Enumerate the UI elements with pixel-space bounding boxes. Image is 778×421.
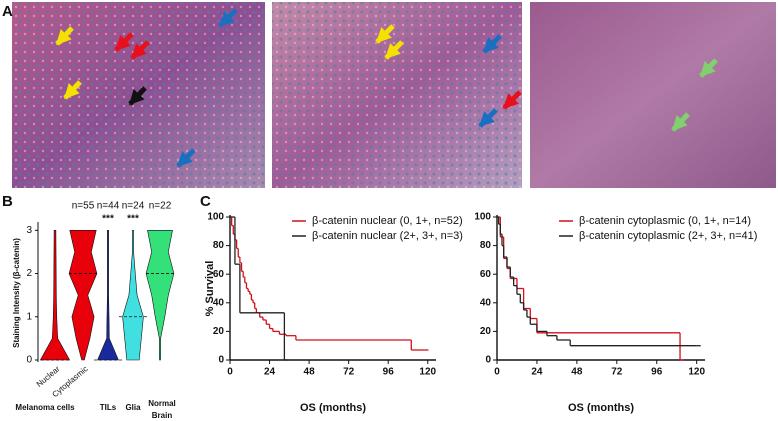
x-tick-label: 24	[264, 367, 276, 378]
arrow	[114, 32, 134, 52]
violin	[68, 230, 98, 361]
panel-label: A	[2, 3, 13, 20]
y-tick-label: 3	[26, 225, 32, 236]
significance: ***	[127, 214, 139, 225]
n-label: n=22	[149, 201, 172, 212]
micrograph-texture	[272, 2, 522, 188]
x-tick-label: 0	[227, 367, 233, 378]
x-tick-label: 48	[571, 367, 583, 378]
x-tick-label: 72	[611, 367, 623, 378]
significance: ***	[102, 214, 114, 225]
y-tick-label: 80	[480, 240, 492, 251]
arrow	[699, 58, 718, 78]
arrow	[63, 80, 82, 100]
y-tick-label: 0	[218, 355, 224, 366]
x-tick-label: 0	[494, 367, 500, 378]
arrow	[130, 40, 150, 60]
group-label: Glia	[125, 403, 141, 412]
arrow	[502, 90, 522, 110]
arrow	[176, 148, 196, 168]
micrographs	[12, 2, 776, 188]
arrow	[478, 108, 498, 128]
group-label: Brain	[152, 411, 173, 420]
y-tick-label: 100	[474, 212, 491, 223]
x-tick-label: 96	[651, 367, 663, 378]
violin	[145, 230, 175, 361]
y-tick-label: 1	[26, 311, 32, 322]
x-axis-label: OS (months)	[300, 402, 366, 414]
y-tick-label: 2	[26, 268, 32, 279]
y-tick-label: 40	[213, 297, 225, 308]
x-axis-label: OS (months)	[568, 402, 634, 414]
arrows	[55, 8, 718, 168]
panel-label: C	[200, 193, 211, 210]
y-axis-label: % Survival	[204, 261, 216, 317]
x-tick-label: 72	[343, 367, 355, 378]
x-tick-label: 96	[383, 367, 395, 378]
group-label: TILs	[100, 403, 117, 412]
arrow	[128, 86, 147, 106]
arrow	[384, 40, 404, 60]
arrow	[671, 112, 690, 132]
x-tick-label: 48	[304, 367, 316, 378]
group-label: Normal	[148, 399, 176, 408]
arrow	[482, 34, 502, 54]
legend-label: β-catenin nuclear (2+, 3+, n=3)	[312, 230, 463, 242]
x-tick-label: 120	[688, 367, 705, 378]
n-label: n=55	[72, 201, 95, 212]
legend-label: β-catenin cytoplasmic (0, 1+, n=14)	[579, 215, 751, 227]
y-tick-label: 60	[480, 269, 492, 280]
y-tick-label: 40	[480, 297, 492, 308]
n-label: n=24	[122, 201, 145, 212]
arrow	[218, 8, 238, 28]
panel-label: B	[2, 193, 13, 210]
legend-label: β-catenin cytoplasmic (2+, 3+, n=41)	[579, 230, 757, 242]
violin	[97, 230, 119, 361]
y-tick-label: 100	[207, 212, 224, 223]
violin	[122, 230, 144, 361]
group-label: Melanoma cells	[15, 403, 75, 412]
x-tick-label: 24	[531, 367, 543, 378]
micrograph	[530, 2, 776, 188]
y-tick-label: 20	[480, 326, 492, 337]
y-tick-label: 0	[26, 355, 32, 366]
legend-label: β-catenin nuclear (0, 1+, n=52)	[312, 215, 463, 227]
y-tick-label: 60	[213, 269, 225, 280]
y-tick-label: 0	[485, 355, 491, 366]
y-axis-label: Staining Intensity (β-catenin)	[12, 238, 21, 348]
x-tick-label: 120	[419, 367, 436, 378]
arrow	[375, 24, 395, 44]
violin	[39, 230, 71, 361]
y-tick-label: 20	[213, 326, 225, 337]
n-label: n=44	[97, 201, 120, 212]
arrow	[55, 26, 74, 46]
y-tick-label: 80	[213, 240, 225, 251]
